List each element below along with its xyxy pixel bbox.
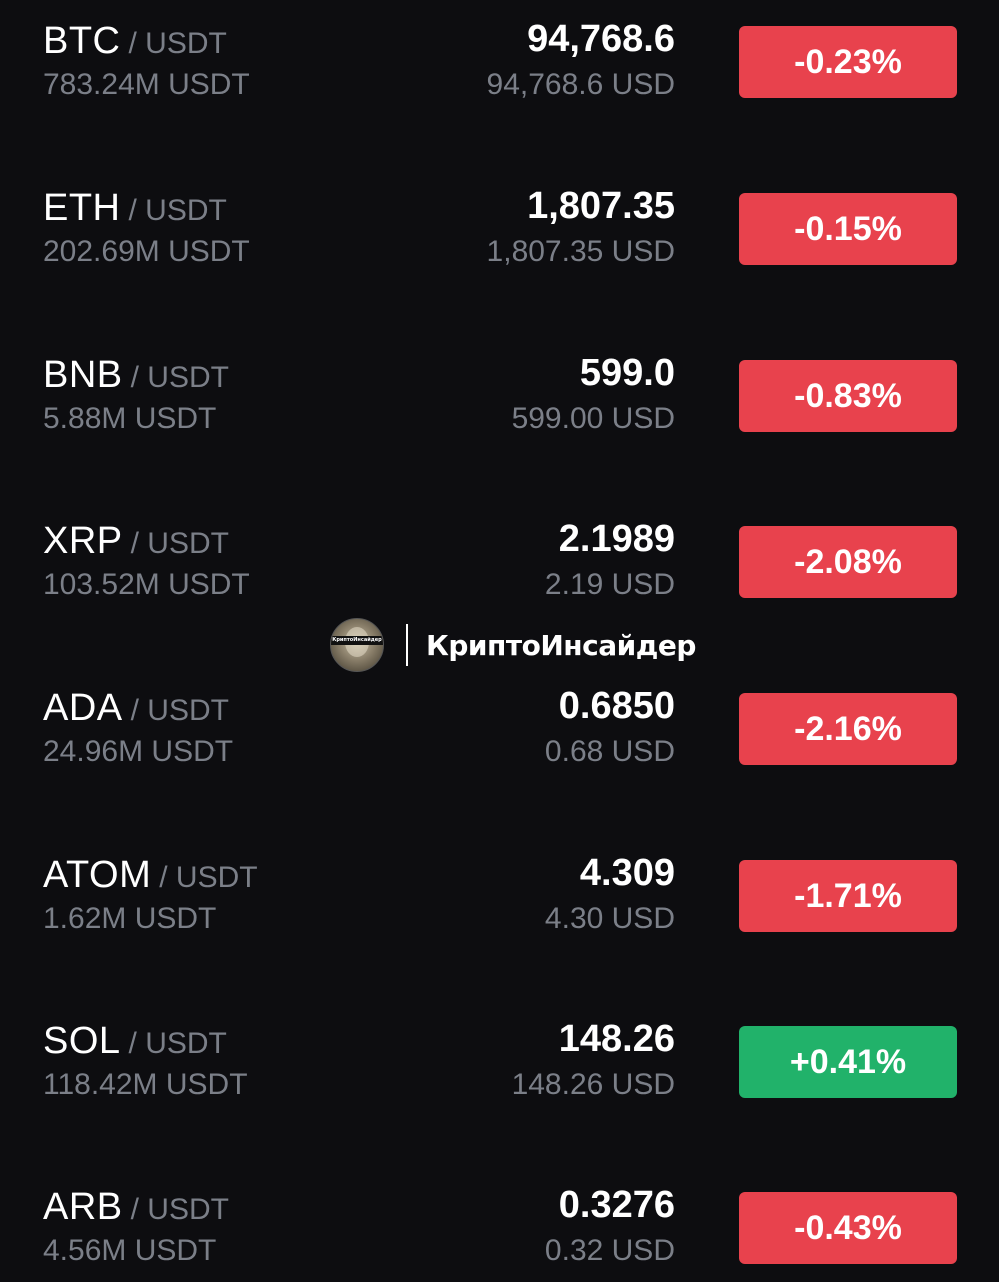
base-asset: ADA: [43, 687, 123, 729]
price-usd: 0.68 USD: [544, 735, 675, 768]
base-asset: ATOM: [43, 854, 152, 896]
market-row-bnb[interactable]: BNB / USDT 5.88M USDT 599.0 599.00 USD -0…: [0, 340, 999, 450]
last-price: 148.26: [558, 1018, 675, 1060]
base-asset: SOL: [43, 1020, 121, 1062]
avatar-band-text: КриптоИнсайдер: [332, 637, 382, 643]
price-usd: 4.30 USD: [544, 902, 675, 935]
last-price: 4.309: [579, 852, 675, 894]
volume: 103.52M USDT: [43, 568, 250, 601]
volume: 24.96M USDT: [43, 735, 234, 768]
price-usd: 2.19 USD: [544, 568, 675, 601]
market-row-arb[interactable]: ARB / USDT 4.56M USDT 0.3276 0.32 USD -0.…: [0, 1172, 999, 1282]
base-asset: XRP: [43, 520, 123, 562]
market-row-eth[interactable]: ETH / USDT 202.69M USDT 1,807.35 1,807.35…: [0, 173, 999, 283]
last-price: 599.0: [579, 352, 675, 394]
pair-symbol: XRP / USDT: [43, 520, 229, 563]
quote-asset: / USDT: [130, 361, 229, 394]
volume: 202.69M USDT: [43, 235, 250, 268]
volume: 1.62M USDT: [43, 902, 217, 935]
market-row-ada[interactable]: ADA / USDT 24.96M USDT 0.6850 0.68 USD -2…: [0, 673, 999, 783]
last-price: 1,807.35: [527, 185, 675, 227]
change-badge[interactable]: -2.08%: [739, 526, 957, 598]
change-badge[interactable]: +0.41%: [739, 1026, 957, 1098]
price-usd: 599.00 USD: [511, 402, 675, 435]
volume: 5.88M USDT: [43, 402, 217, 435]
quote-asset: / USDT: [128, 194, 227, 227]
last-price: 0.3276: [558, 1184, 675, 1226]
change-badge[interactable]: -1.71%: [739, 860, 957, 932]
change-badge[interactable]: -2.16%: [739, 693, 957, 765]
last-price: 2.1989: [558, 518, 675, 560]
price-usd: 0.32 USD: [544, 1234, 675, 1267]
quote-asset: / USDT: [159, 861, 258, 894]
base-asset: BNB: [43, 354, 123, 396]
avatar-icon: КриптоИнсайдер: [330, 618, 384, 672]
volume: 783.24M USDT: [43, 68, 250, 101]
market-row-btc[interactable]: BTC / USDT 783.24M USDT 94,768.6 94,768.6…: [0, 6, 999, 116]
change-badge[interactable]: -0.43%: [739, 1192, 957, 1264]
last-price: 94,768.6: [527, 18, 675, 60]
last-price: 0.6850: [558, 685, 675, 727]
base-asset: BTC: [43, 20, 121, 62]
price-usd: 148.26 USD: [511, 1068, 675, 1101]
pair-symbol: SOL / USDT: [43, 1020, 227, 1063]
quote-asset: / USDT: [130, 694, 229, 727]
pair-symbol: ATOM / USDT: [43, 854, 258, 897]
volume: 118.42M USDT: [43, 1068, 248, 1101]
pair-symbol: ETH / USDT: [43, 187, 227, 230]
watermark-divider: [406, 624, 408, 666]
volume: 4.56M USDT: [43, 1234, 217, 1267]
quote-asset: / USDT: [128, 27, 227, 60]
quote-asset: / USDT: [130, 527, 229, 560]
price-usd: 1,807.35 USD: [486, 235, 675, 268]
watermark-text: КриптоИнсайдер: [426, 628, 696, 662]
price-usd: 94,768.6 USD: [486, 68, 675, 101]
market-row-sol[interactable]: SOL / USDT 118.42M USDT 148.26 148.26 USD…: [0, 1006, 999, 1116]
market-row-xrp[interactable]: XRP / USDT 103.52M USDT 2.1989 2.19 USD -…: [0, 506, 999, 616]
watermark: КриптоИнсайдер КриптоИнсайдер: [330, 618, 696, 672]
base-asset: ETH: [43, 187, 121, 229]
pair-symbol: ADA / USDT: [43, 687, 229, 730]
base-asset: ARB: [43, 1186, 123, 1228]
quote-asset: / USDT: [128, 1027, 227, 1060]
pair-symbol: BTC / USDT: [43, 20, 227, 63]
change-badge[interactable]: -0.23%: [739, 26, 957, 98]
market-row-atom[interactable]: ATOM / USDT 1.62M USDT 4.309 4.30 USD -1.…: [0, 840, 999, 950]
change-badge[interactable]: -0.15%: [739, 193, 957, 265]
quote-asset: / USDT: [130, 1193, 229, 1226]
pair-symbol: ARB / USDT: [43, 1186, 229, 1229]
change-badge[interactable]: -0.83%: [739, 360, 957, 432]
pair-symbol: BNB / USDT: [43, 354, 229, 397]
